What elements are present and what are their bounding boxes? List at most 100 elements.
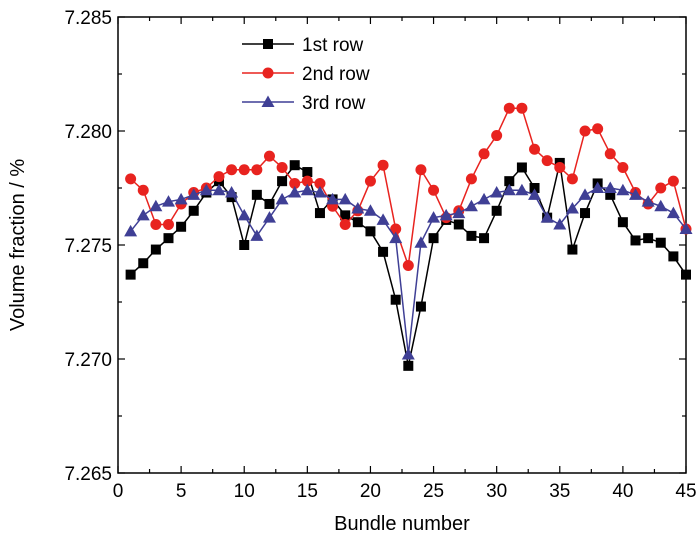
data-point [262, 211, 276, 223]
data-point [427, 211, 441, 223]
data-point [617, 217, 628, 228]
data-point [617, 161, 629, 173]
data-point [605, 189, 616, 200]
data-point [251, 189, 262, 200]
data-point [289, 160, 300, 171]
x-tick-label: 45 [675, 481, 696, 502]
legend-item-1: 1st row [242, 35, 364, 56]
series-line [130, 107, 687, 266]
data-point [150, 244, 161, 255]
data-point [239, 240, 250, 250]
series-line [130, 187, 687, 355]
data-point [479, 233, 490, 244]
data-point [263, 150, 275, 162]
data-point [579, 125, 591, 137]
data-point [162, 218, 174, 230]
data-point [477, 192, 491, 205]
axes-ticks: 0 5 10 15 20 25 30 35 40 45 7.265 7.270 7.275 7.280 7.… [64, 8, 696, 502]
data-point [338, 192, 352, 205]
series-3 [124, 181, 693, 360]
data-point [490, 186, 504, 198]
legend-marker [261, 95, 275, 107]
data-point [187, 188, 201, 200]
data-point [415, 301, 426, 312]
data-point [163, 233, 174, 244]
y-axis-title: Volume fraction / % [7, 159, 29, 332]
data-point [578, 188, 592, 200]
x-tick-label: 40 [612, 481, 633, 502]
legend-marker [263, 39, 273, 49]
data-point [313, 186, 327, 198]
data-point [174, 192, 188, 205]
legend-item-2: 2nd row [242, 64, 370, 85]
data-point [136, 208, 150, 221]
data-point [567, 244, 578, 255]
x-tick-label: 35 [549, 481, 570, 502]
data-point [504, 176, 515, 187]
data-point [515, 183, 529, 196]
data-point [288, 186, 302, 198]
data-point [478, 148, 490, 160]
data-point [554, 161, 566, 173]
x-tick-label: 10 [234, 481, 255, 502]
data-point [314, 208, 325, 219]
legend-label: 1st row [302, 35, 364, 56]
data-point [464, 199, 478, 212]
data-point [655, 182, 667, 194]
data-point [667, 175, 679, 187]
data-point [339, 218, 351, 230]
legend: 1st row 2nd row 3rd row [242, 35, 370, 114]
data-point [428, 184, 440, 196]
data-point [225, 186, 239, 198]
data-point [452, 206, 466, 219]
y-tick-label: 7.270 [64, 350, 112, 371]
data-point [138, 258, 149, 269]
data-point [302, 167, 313, 178]
data-point [124, 224, 138, 237]
data-point [655, 237, 666, 248]
data-point [580, 208, 591, 219]
data-point [314, 177, 326, 189]
series-2 [125, 102, 692, 272]
data-point [491, 205, 502, 216]
data-point [553, 217, 567, 230]
data-point [251, 164, 263, 176]
data-point [389, 231, 403, 244]
data-point [402, 260, 414, 272]
data-point [277, 176, 288, 187]
data-point [213, 171, 225, 183]
data-point [212, 183, 226, 196]
data-point [276, 161, 288, 173]
data-point [529, 143, 541, 155]
data-point [565, 202, 579, 214]
data-point [630, 235, 641, 246]
legend-label: 2nd row [302, 64, 370, 85]
data-point [540, 211, 554, 223]
x-axis-title: Bundle number [334, 513, 470, 535]
x-tick-label: 5 [176, 481, 187, 502]
data-point [176, 221, 187, 232]
data-point [365, 226, 376, 237]
data-point [629, 188, 643, 200]
data-point [541, 155, 553, 167]
data-point [264, 198, 275, 209]
x-tick-label: 0 [113, 481, 124, 502]
data-point [641, 195, 655, 207]
data-point [401, 347, 415, 360]
legend-item-3: 3rd row [242, 93, 366, 114]
data-point [516, 102, 528, 114]
data-point [529, 183, 540, 193]
data-point [428, 233, 439, 244]
data-point [566, 173, 578, 185]
data-point [250, 229, 264, 241]
y-tick-label: 7.285 [64, 8, 112, 29]
data-point [603, 181, 617, 193]
data-point [351, 202, 365, 214]
data-point [453, 219, 464, 230]
data-point [439, 208, 453, 221]
data-point [666, 206, 680, 219]
data-point [491, 130, 503, 142]
data-point [188, 205, 199, 216]
data-point [376, 213, 390, 225]
